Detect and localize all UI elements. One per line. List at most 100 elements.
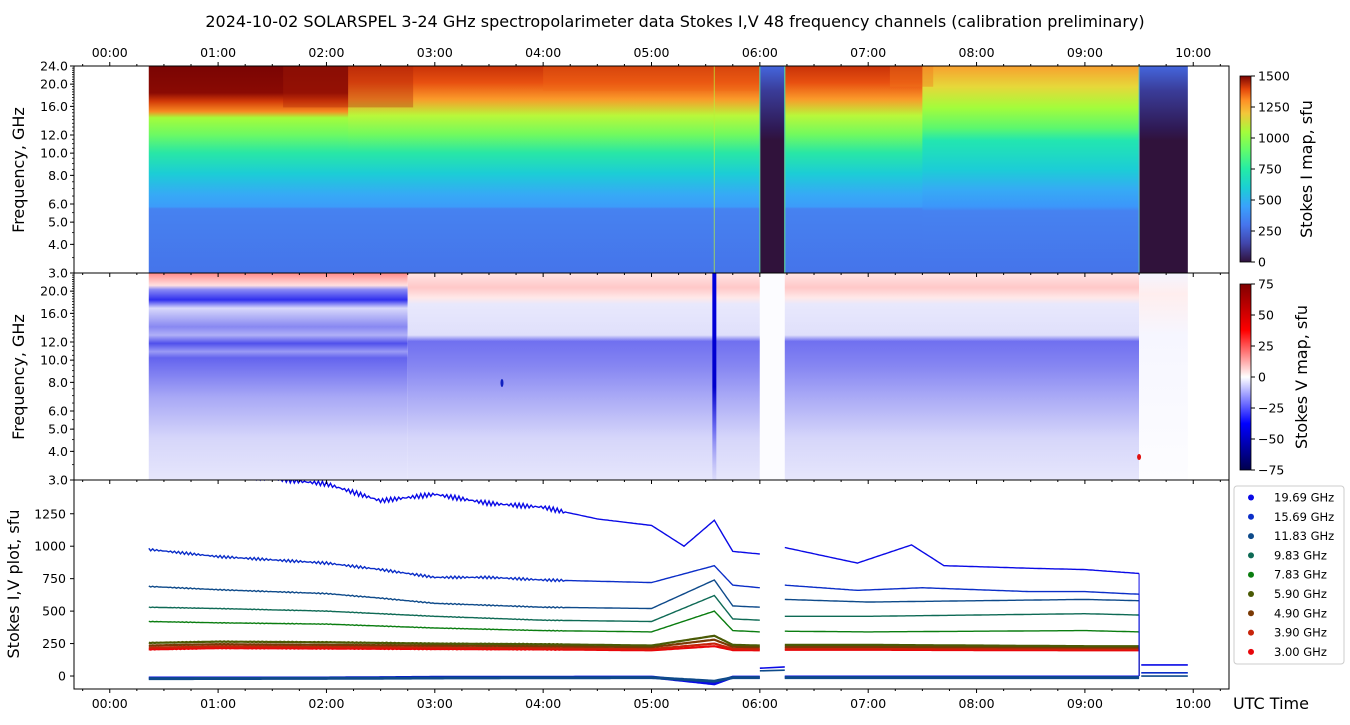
colorbar-tick-label: 500 (1258, 193, 1282, 208)
series-line-1569 (784, 584, 1140, 595)
y-tick-label: 10.0 (40, 353, 68, 368)
stokes-v-segment-late (784, 273, 1140, 480)
stokes-i-colorbar (1239, 75, 1252, 263)
x-tick-label-bottom: 10:00 (1175, 696, 1211, 711)
stokes-i-ylabel: Frequency, GHz (9, 107, 28, 233)
legend-label: 11.83 GHz (1274, 529, 1334, 543)
colorbar-tick-label: 25 (1258, 339, 1274, 354)
off-source-level (759, 669, 785, 672)
x-tick-label-bottom: 00:00 (92, 696, 128, 711)
series-line-1969 (784, 544, 1140, 575)
series-line-490 (784, 645, 1140, 649)
x-tick-label-top: 05:00 (633, 45, 669, 60)
y-tick-label: 12.0 (40, 335, 68, 350)
y-tick-label: 8.0 (48, 168, 68, 183)
stokes-i-panel (148, 66, 1188, 273)
legend-label: 4.90 GHz (1274, 606, 1327, 620)
legend-label: 3.90 GHz (1274, 626, 1327, 640)
colorbar-tick-label: 1000 (1258, 131, 1290, 146)
colorbar-ticks: 0 250 500 750 1000 1250 1500 −75 −50 −25 0 25 50 75 (1251, 69, 1290, 478)
y-tick-label: 10.0 (40, 146, 68, 161)
stokes-iv-line-panel (148, 480, 1188, 686)
legend-marker (1248, 629, 1254, 636)
stokes-v-segment-early (148, 273, 408, 480)
x-tick-label-bottom: 08:00 (959, 696, 995, 711)
stokes-v-off-source (1139, 273, 1188, 480)
y-tick-label: 6.0 (48, 404, 68, 419)
series-line-490 (148, 638, 760, 649)
x-tick-label-bottom: 05:00 (633, 696, 669, 711)
x-tick-label-bottom: 03:00 (417, 696, 453, 711)
series-line-1183 (148, 579, 760, 610)
legend-label: 19.69 GHz (1274, 491, 1334, 505)
x-tick-label-top: 03:00 (417, 45, 453, 60)
y-tick-label: 8.0 (48, 375, 68, 390)
x-tick-label-top: 01:00 (200, 45, 236, 60)
stokes-i-blend-3 (889, 66, 934, 87)
legend-label: 9.83 GHz (1274, 548, 1327, 562)
series-line-1569 (148, 547, 760, 589)
y-tick-label: 12.0 (40, 128, 68, 143)
y-tick-label: 0 (58, 669, 66, 684)
legend-label: 7.83 GHz (1274, 568, 1327, 582)
x-axis-label: UTC Time (1233, 694, 1309, 713)
series-line-983 (148, 594, 760, 623)
y-tick-label: 500 (42, 604, 66, 619)
x-tick-label-bottom: 01:00 (200, 696, 236, 711)
y-tick-label: 250 (42, 636, 66, 651)
colorbar-tick-label: 1500 (1258, 69, 1290, 84)
stokes-v-trace (148, 676, 760, 683)
colorbar-tick-label: 1250 (1258, 100, 1290, 115)
off-source-level (759, 666, 785, 670)
x-tick-label-top: 10:00 (1175, 45, 1211, 60)
x-tick-label-bottom: 09:00 (1067, 696, 1103, 711)
stokes-v-gap (759, 273, 785, 480)
x-tick-label-bottom: 02:00 (308, 696, 344, 711)
line-axes-frame (73, 479, 1230, 690)
chart-title: 2024-10-02 SOLARSPEL 3-24 GHz spectropol… (205, 12, 1144, 31)
stokes-i-gap (759, 66, 785, 273)
legend: 19.69 GHz 15.69 GHz 11.83 GHz 9.83 GHz 7.83 … (1233, 485, 1345, 665)
y-tick-label: 16.0 (40, 306, 68, 321)
colorbar-tick-label: 50 (1258, 308, 1274, 323)
series-line-590 (784, 643, 1140, 648)
stokes-v-flare (712, 273, 717, 480)
y-tick-label: 6.0 (48, 197, 68, 212)
x-tick-label-top: 08:00 (959, 45, 995, 60)
y-tick-label: 20.0 (40, 284, 68, 299)
legend-marker (1248, 571, 1254, 578)
stokes-v-colorbar (1239, 283, 1252, 471)
colorbar-tick-label: 250 (1258, 224, 1282, 239)
legend-label: 15.69 GHz (1274, 510, 1334, 524)
legend-box (1233, 485, 1345, 665)
y-tick-label: 750 (42, 571, 66, 586)
stokes-i-colorbar-label: Stokes I map, sfu (1297, 100, 1316, 238)
stokes-i-segment-early (148, 66, 349, 273)
stokes-i-segment-mid (348, 66, 609, 273)
series-line-300 (148, 645, 760, 652)
y-tick-label: 16.0 (40, 99, 68, 114)
stokes-i-segment-late (922, 66, 1140, 273)
axis-ticks: 00:00 00:00 01:00 01:00 02:00 02:00 03:00 03:00… (34, 45, 1221, 711)
x-tick-label-top: 06:00 (742, 45, 778, 60)
legend-marker (1248, 648, 1254, 655)
legend-marker (1248, 610, 1254, 617)
y-tick-label: 1000 (34, 539, 66, 554)
x-tick-label-bottom: 04:00 (525, 696, 561, 711)
x-tick-label-top: 09:00 (1067, 45, 1103, 60)
y-tick-label: 24.0 (40, 59, 68, 74)
legend-marker (1248, 494, 1254, 501)
x-tick-label-top: 07:00 (850, 45, 886, 60)
stokes-v-colorbar-label: Stokes V map, sfu (1292, 305, 1311, 449)
series-line-1969 (252, 480, 760, 555)
y-tick-label: 5.0 (48, 422, 68, 437)
stokes-i-blend-2 (543, 66, 760, 91)
y-tick-label: 1250 (34, 506, 66, 521)
colorbar-tick-label: 0 (1258, 370, 1266, 385)
legend-marker (1248, 533, 1254, 540)
series-line-983 (784, 613, 1140, 617)
y-tick-label: 3.0 (48, 266, 68, 281)
colorbar-tick-label: 0 (1258, 255, 1266, 270)
y-tick-label: 4.0 (48, 237, 68, 252)
series-line-1183 (784, 598, 1140, 603)
